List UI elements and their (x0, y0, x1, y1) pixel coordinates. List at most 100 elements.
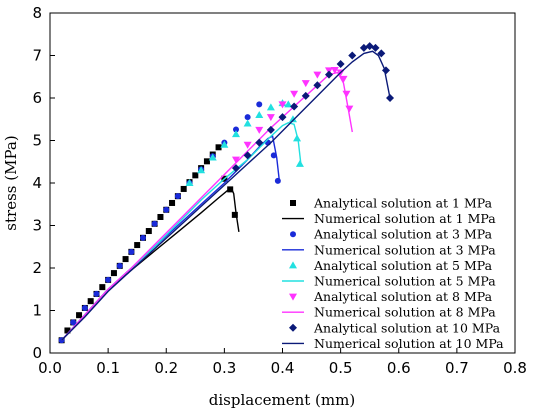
y-tick-label: 3 (32, 217, 42, 235)
data-point (295, 159, 304, 167)
legend-label: Analytical solution at 10 MPa (313, 320, 501, 335)
legend-item: Analytical solution at 5 MPa (289, 258, 493, 273)
data-point (278, 113, 287, 122)
legend-marker-swatch (290, 231, 296, 238)
y-tick-label: 2 (32, 259, 42, 277)
data-point (266, 114, 275, 122)
legend-label: Numerical solution at 1 MPa (314, 211, 496, 226)
data-point (266, 125, 275, 134)
legend-label: Analytical solution at 5 MPa (313, 258, 493, 273)
series-6 (61, 121, 302, 341)
data-point (232, 164, 240, 173)
data-point (255, 126, 264, 134)
legend-marker-swatch (289, 261, 297, 269)
y-tick-label: 7 (32, 47, 42, 65)
data-point (215, 144, 222, 151)
data-point (81, 304, 88, 311)
x-tick-label: 0.0 (38, 359, 62, 377)
x-tick-label: 0.7 (445, 359, 469, 377)
data-point (128, 248, 135, 255)
axes: 0.0 0.1 0.2 0.3 0.4 0.5 0.6 0.7 0.8 0 1 2 3 4 5 6 7 8 (32, 4, 526, 377)
data-point (232, 130, 240, 138)
legend-item: Analytical solution at 1 MPa (290, 196, 493, 211)
data-point (288, 115, 297, 123)
data-point (192, 172, 199, 179)
data-point (255, 111, 264, 118)
data-point (348, 51, 357, 60)
legend-item: Numerical solution at 10 MPa (282, 336, 504, 351)
x-tick-label: 0.3 (212, 359, 236, 377)
data-point (243, 141, 252, 149)
x-tick-label: 0.6 (387, 359, 411, 377)
legend-label: Numerical solution at 8 MPa (314, 305, 496, 320)
x-tick-label: 0.8 (503, 359, 527, 377)
data-point (359, 43, 368, 52)
data-point (87, 298, 94, 305)
y-tick-label: 5 (32, 132, 42, 150)
data-point (313, 71, 322, 79)
data-point (243, 119, 252, 127)
series-line (61, 50, 391, 341)
data-point (76, 312, 83, 319)
legend-marker-swatch (290, 200, 296, 206)
data-point (116, 262, 123, 269)
data-point (386, 94, 395, 102)
legend-item: Analytical solution at 3 MPa (290, 227, 493, 242)
legend-label: Analytical solution at 1 MPa (313, 196, 493, 211)
legend-marker-swatch (289, 293, 297, 301)
data-point (105, 276, 112, 283)
legend-item: Numerical solution at 8 MPa (282, 305, 496, 320)
data-point (255, 138, 264, 147)
y-tick-label: 8 (32, 4, 42, 22)
data-point (365, 42, 374, 51)
data-point (203, 158, 210, 165)
data-point (278, 101, 287, 109)
legend-marker-swatch (289, 323, 297, 332)
data-point (134, 242, 141, 249)
data-point (220, 140, 229, 148)
data-point (330, 66, 339, 74)
x-tick-label: 0.5 (329, 359, 353, 377)
data-point (64, 327, 71, 334)
series-line (61, 71, 353, 341)
data-point (169, 199, 176, 206)
x-tick-label: 0.2 (154, 359, 178, 377)
data-point (244, 114, 251, 121)
legend-item: Analytical solution at 10 MPa (289, 320, 501, 335)
data-point (197, 166, 206, 174)
data-point (185, 179, 194, 186)
data-point (301, 91, 310, 100)
legend-item: Analytical solution at 8 MPa (289, 289, 493, 304)
legend-label: Numerical solution at 5 MPa (314, 274, 496, 289)
data-point (180, 185, 187, 192)
legend-label: Numerical solution at 3 MPa (314, 242, 496, 257)
y-tick-label: 4 (32, 174, 42, 192)
y-tick-label: 0 (32, 344, 42, 362)
data-point (157, 214, 164, 220)
data-point (256, 101, 263, 108)
data-point (270, 152, 277, 159)
data-point (151, 220, 158, 227)
data-point (325, 70, 333, 79)
data-point (122, 256, 129, 263)
legend-item: Numerical solution at 5 MPa (282, 274, 496, 289)
y-axis-title: stress (MPa) (2, 135, 20, 230)
data-point (290, 102, 299, 111)
plot-series (58, 42, 395, 344)
data-point (110, 270, 117, 277)
data-point (140, 234, 146, 241)
y-tick-label: 6 (32, 89, 42, 107)
legend-label: Numerical solution at 10 MPa (314, 336, 504, 351)
legend-item: Numerical solution at 1 MPa (282, 211, 496, 226)
data-point (377, 49, 386, 58)
data-point (232, 156, 240, 164)
data-point (243, 151, 252, 160)
series-9 (232, 42, 395, 173)
data-point (342, 90, 351, 98)
x-axis-title: displacement (mm) (209, 391, 355, 409)
data-point (208, 153, 217, 161)
data-point (231, 211, 238, 218)
y-tick-label: 1 (32, 302, 42, 320)
